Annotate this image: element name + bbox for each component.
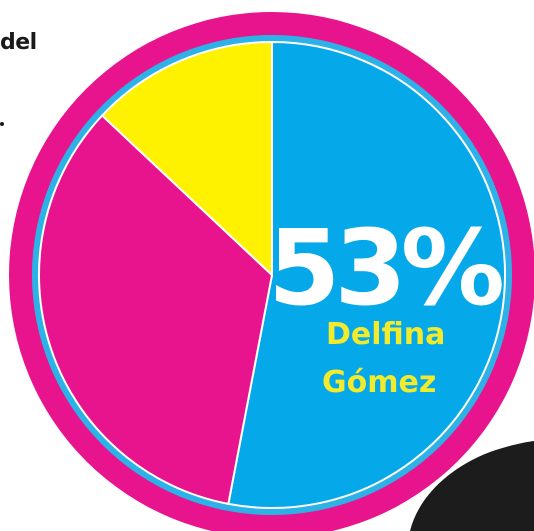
pie-slice-1 xyxy=(227,40,506,509)
cropped-bullet-mark xyxy=(0,122,4,126)
pie-slices xyxy=(38,40,506,509)
slice-value-label: 53% xyxy=(268,207,502,329)
cropped-heading-text: del xyxy=(0,30,37,55)
pie-slice-3 xyxy=(100,40,273,278)
pie-slice-2 xyxy=(38,114,274,506)
person-silhouette-shoulder xyxy=(410,441,534,531)
slice-name-label-line-2: Gómez xyxy=(322,365,436,400)
slice-name-label-line-1: Delfina xyxy=(326,317,445,352)
